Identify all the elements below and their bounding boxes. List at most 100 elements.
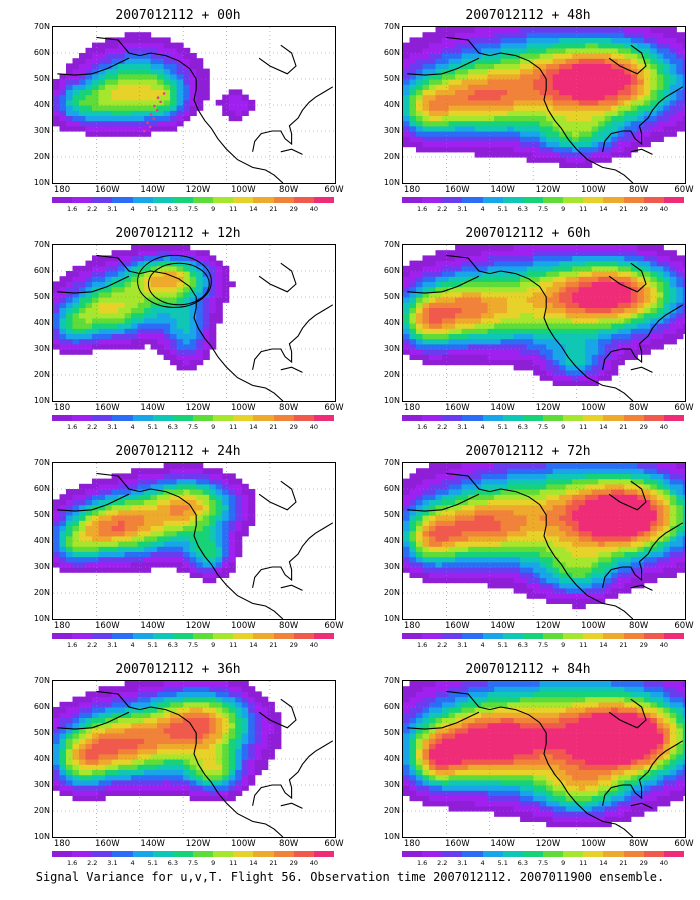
coastline bbox=[252, 304, 334, 370]
variance-cell bbox=[494, 520, 502, 526]
variance-cell bbox=[150, 535, 158, 542]
colorbar-swatch bbox=[152, 633, 173, 639]
variance-cell bbox=[196, 509, 204, 516]
y-tick-label: 40N bbox=[33, 100, 50, 109]
variance-cell bbox=[552, 541, 560, 547]
variance-cell bbox=[630, 291, 638, 298]
variance-cell bbox=[137, 63, 145, 70]
variance-cell bbox=[442, 141, 450, 148]
variance-cell bbox=[442, 359, 450, 366]
variance-cell bbox=[79, 509, 87, 516]
variance-cell bbox=[624, 125, 632, 132]
variance-cell bbox=[630, 260, 638, 267]
variance-cell bbox=[468, 463, 476, 469]
variance-cell bbox=[429, 473, 437, 480]
variance-cell bbox=[442, 463, 450, 469]
variance-cell bbox=[513, 463, 521, 469]
variance-cell bbox=[507, 68, 515, 75]
variance-cell bbox=[105, 483, 113, 490]
variance-cell bbox=[526, 125, 534, 132]
variance-cell bbox=[422, 468, 430, 474]
variance-cell bbox=[663, 120, 671, 127]
variance-cell bbox=[215, 494, 223, 500]
variance-cell bbox=[656, 317, 664, 324]
variance-cell bbox=[455, 530, 463, 537]
variance-cell bbox=[656, 567, 664, 573]
variance-cell bbox=[66, 504, 74, 511]
variance-cell bbox=[643, 286, 651, 293]
variance-cell bbox=[429, 271, 437, 277]
variance-cell bbox=[539, 265, 547, 272]
variance-cell bbox=[585, 281, 593, 288]
variance-cell bbox=[150, 84, 158, 90]
variance-cell bbox=[124, 32, 132, 38]
variance-cell bbox=[461, 84, 469, 90]
variance-cell bbox=[643, 110, 651, 116]
variance-cell bbox=[92, 84, 100, 90]
variance-cell bbox=[66, 68, 74, 75]
variance-cell bbox=[183, 551, 191, 558]
variance-cell bbox=[578, 561, 586, 568]
variance-cell bbox=[591, 136, 599, 142]
x-tick-label: 80W bbox=[629, 403, 649, 413]
variance-cell bbox=[572, 535, 580, 542]
variance-cell bbox=[448, 572, 456, 578]
colorbar-swatch bbox=[502, 415, 523, 421]
variance-cell bbox=[72, 551, 80, 558]
variance-cell bbox=[144, 489, 152, 495]
variance-cell bbox=[85, 546, 93, 552]
variance-cell bbox=[105, 89, 113, 96]
variance-cell bbox=[176, 73, 184, 80]
variance-cell bbox=[513, 546, 521, 552]
variance-cell bbox=[617, 468, 625, 474]
variance-cell bbox=[461, 541, 469, 547]
variance-cell bbox=[604, 535, 612, 542]
variance-cell bbox=[170, 286, 178, 293]
variance-cell bbox=[624, 79, 632, 85]
variance-cell bbox=[585, 68, 593, 75]
variance-cell bbox=[461, 265, 469, 272]
variance-cell bbox=[59, 125, 67, 132]
variance-cell bbox=[118, 265, 126, 272]
variance-cell bbox=[500, 58, 508, 64]
variance-cell bbox=[669, 79, 677, 85]
variance-cell bbox=[630, 32, 638, 38]
variance-cell bbox=[520, 567, 528, 573]
variance-cell bbox=[474, 255, 482, 262]
variance-cell bbox=[546, 58, 554, 64]
variance-cell bbox=[163, 307, 171, 314]
variance-cell bbox=[474, 53, 482, 59]
variance-cell bbox=[565, 504, 573, 511]
variance-cell bbox=[176, 551, 184, 558]
variance-cell bbox=[435, 94, 443, 101]
variance-cell bbox=[124, 89, 132, 96]
variance-cell bbox=[435, 146, 443, 153]
variance-cell bbox=[663, 546, 671, 552]
variance-cell bbox=[552, 499, 560, 506]
variance-cell bbox=[448, 255, 456, 262]
variance-cell bbox=[85, 276, 93, 282]
variance-cell bbox=[183, 73, 191, 80]
variance-cell bbox=[474, 58, 482, 64]
variance-cell bbox=[591, 63, 599, 70]
variance-cell bbox=[176, 110, 184, 116]
variance-cell bbox=[552, 338, 560, 345]
variance-cell bbox=[630, 250, 638, 256]
variance-cell bbox=[669, 105, 677, 111]
variance-cell bbox=[611, 146, 619, 153]
variance-cell bbox=[572, 146, 580, 153]
variance-cell bbox=[403, 494, 411, 500]
variance-cell bbox=[604, 250, 612, 256]
variance-cell bbox=[630, 577, 638, 584]
variance-cell bbox=[202, 73, 210, 80]
variance-cell bbox=[643, 255, 651, 262]
variance-cell bbox=[500, 84, 508, 90]
variance-cell bbox=[209, 494, 217, 500]
variance-cell bbox=[630, 27, 638, 33]
variance-cell bbox=[416, 58, 424, 64]
variance-cell bbox=[578, 499, 586, 506]
variance-cell bbox=[494, 354, 502, 360]
variance-cell bbox=[559, 73, 567, 80]
variance-cell bbox=[170, 323, 178, 329]
variance-cell bbox=[617, 32, 625, 38]
